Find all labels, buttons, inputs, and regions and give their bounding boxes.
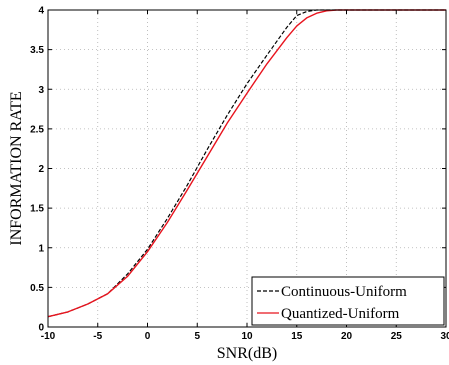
x-tick-label: 15 bbox=[291, 331, 303, 342]
x-tick-label: -5 bbox=[93, 331, 102, 342]
y-axis-title: INFORMATION RATE bbox=[8, 91, 25, 245]
legend-label-0: Continuous-Uniform bbox=[281, 284, 407, 300]
x-axis-title: SNR(dB) bbox=[217, 345, 277, 362]
y-tick-label: 2.5 bbox=[30, 124, 44, 135]
y-tick-label: 0 bbox=[38, 323, 44, 334]
x-tick-label: 10 bbox=[241, 331, 253, 342]
y-tick-label: 1 bbox=[38, 243, 44, 254]
x-tick-label: 5 bbox=[194, 331, 200, 342]
x-tick-label: 25 bbox=[391, 331, 403, 342]
legend: Continuous-Uniform Quantized-Uniform bbox=[252, 277, 444, 325]
x-tick-label: 30 bbox=[440, 331, 449, 342]
y-tick-label: 4 bbox=[38, 6, 44, 17]
legend-label-1: Quantized-Uniform bbox=[281, 306, 400, 322]
x-tick-label: 20 bbox=[341, 331, 353, 342]
x-tick-label: 0 bbox=[145, 331, 151, 342]
y-tick-label: 0.5 bbox=[30, 283, 44, 294]
y-tick-label: 3.5 bbox=[30, 45, 44, 56]
y-tick-label: 1.5 bbox=[30, 204, 44, 215]
y-tick-label: 2 bbox=[38, 164, 44, 175]
y-tick-label: 3 bbox=[38, 85, 44, 96]
